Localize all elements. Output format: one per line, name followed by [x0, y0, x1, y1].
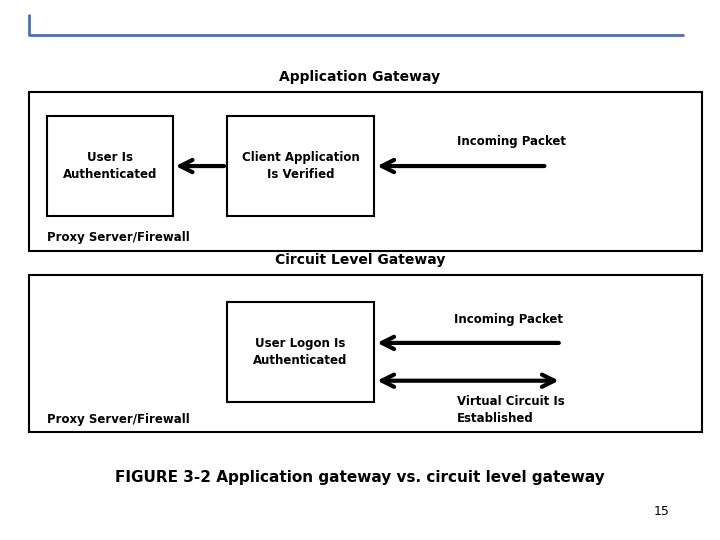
Text: Incoming Packet: Incoming Packet — [457, 135, 566, 148]
Text: Proxy Server/Firewall: Proxy Server/Firewall — [47, 231, 189, 244]
Bar — [227, 116, 374, 216]
Text: FIGURE 3-2 Application gateway vs. circuit level gateway: FIGURE 3-2 Application gateway vs. circu… — [115, 470, 605, 485]
Text: Application Gateway: Application Gateway — [279, 70, 441, 84]
Text: User Logon Is
Authenticated: User Logon Is Authenticated — [253, 338, 348, 367]
Text: 15: 15 — [654, 505, 670, 518]
Text: Client Application
Is Verified: Client Application Is Verified — [242, 151, 359, 181]
Bar — [29, 275, 702, 432]
Text: Proxy Server/Firewall: Proxy Server/Firewall — [47, 413, 189, 426]
Text: Circuit Level Gateway: Circuit Level Gateway — [275, 253, 445, 267]
Text: User Is
Authenticated: User Is Authenticated — [63, 151, 157, 181]
Text: Virtual Circuit Is
Established: Virtual Circuit Is Established — [457, 395, 565, 426]
Text: Incoming Packet: Incoming Packet — [454, 313, 562, 326]
Bar — [47, 116, 173, 216]
Bar — [29, 92, 702, 251]
Bar — [227, 302, 374, 402]
